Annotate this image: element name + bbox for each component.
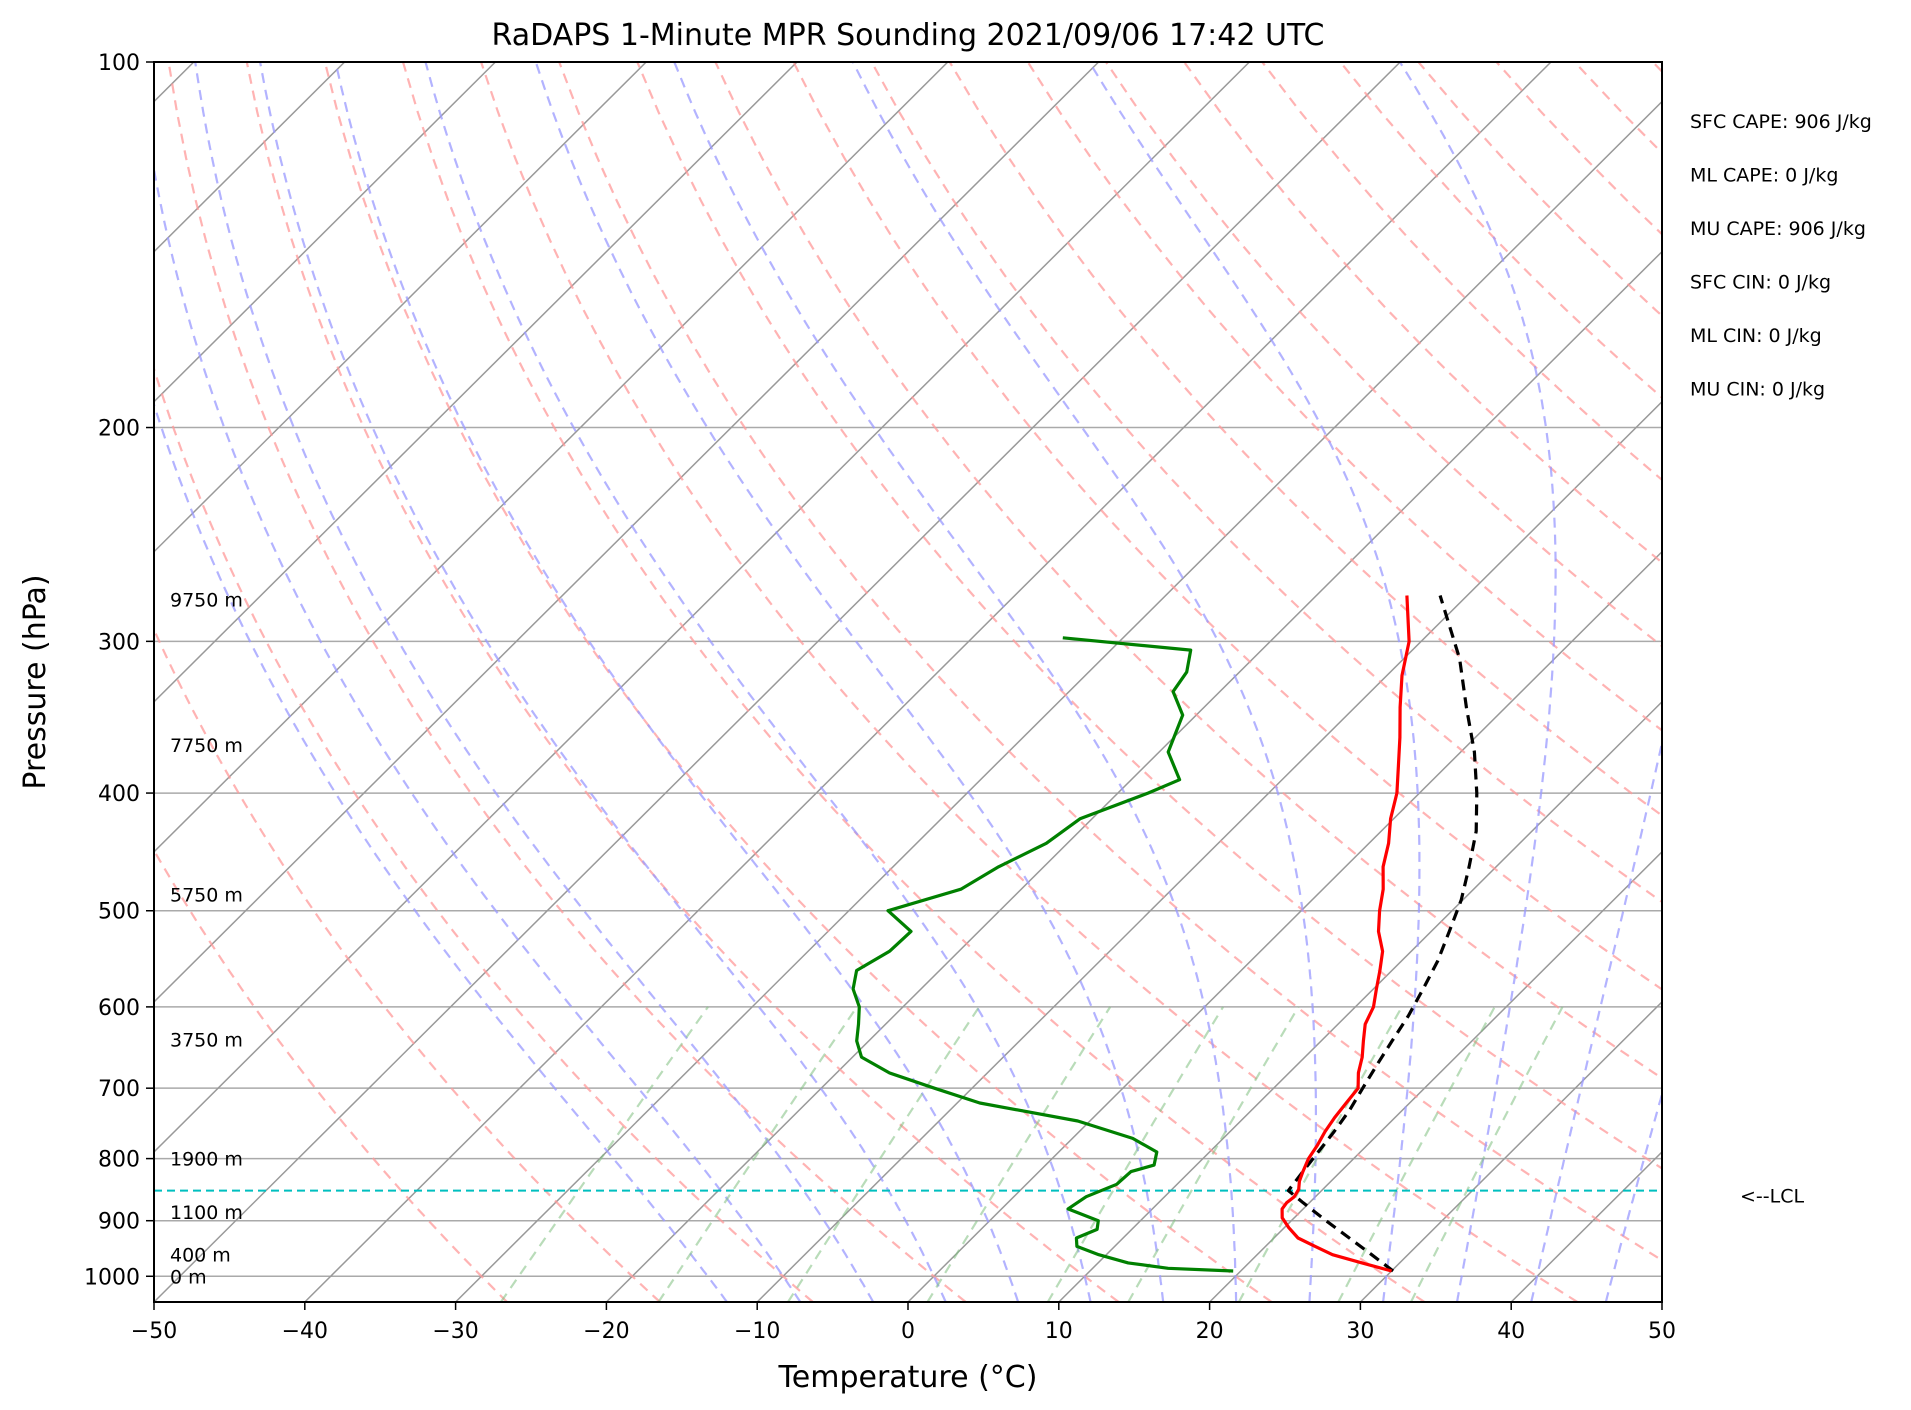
x-tick-label: 50: [1648, 1319, 1676, 1344]
x-tick-label: −20: [583, 1319, 629, 1344]
y-tick-label: 300: [98, 630, 140, 655]
stat-annotation: MU CAPE: 906 J/kg: [1690, 218, 1866, 240]
y-tick-label: 200: [98, 417, 140, 442]
x-tick-label: 0: [901, 1319, 915, 1344]
x-tick-label: 40: [1497, 1319, 1525, 1344]
height-label: 400 m: [170, 1245, 231, 1267]
y-tick-label: 900: [98, 1210, 140, 1235]
x-tick-label: −50: [131, 1319, 177, 1344]
y-axis-label: Pressure (hPa): [18, 574, 53, 789]
height-label: 9750 m: [170, 589, 243, 611]
x-tick-label: −10: [734, 1319, 780, 1344]
height-label: 1900 m: [170, 1149, 243, 1171]
x-tick-label: −30: [432, 1319, 478, 1344]
height-label: 1100 m: [170, 1202, 243, 1224]
y-tick-label: 800: [98, 1148, 140, 1173]
x-tick-label: 30: [1346, 1319, 1374, 1344]
stat-annotation: SFC CIN: 0 J/kg: [1690, 272, 1831, 294]
stat-annotation: ML CIN: 0 J/kg: [1690, 325, 1822, 347]
x-tick-label: 10: [1045, 1319, 1073, 1344]
y-tick-label: 100: [98, 51, 140, 76]
height-label: 7750 m: [170, 735, 243, 757]
stat-annotation: SFC CAPE: 906 J/kg: [1690, 111, 1872, 133]
height-label: 0 m: [170, 1266, 207, 1288]
chart-title: RaDAPS 1-Minute MPR Sounding 2021/09/06 …: [492, 18, 1325, 53]
y-tick-label: 1000: [84, 1265, 140, 1290]
y-tick-label: 400: [98, 782, 140, 807]
lcl-label: <--LCL: [1740, 1186, 1804, 1208]
height-label: 5750 m: [170, 885, 243, 907]
stat-annotation: ML CAPE: 0 J/kg: [1690, 165, 1838, 187]
stat-annotation: MU CIN: 0 J/kg: [1690, 379, 1825, 401]
height-label: 3750 m: [170, 1029, 243, 1051]
x-tick-label: −40: [282, 1319, 328, 1344]
x-axis-label: Temperature (°C): [778, 1360, 1038, 1395]
y-tick-label: 700: [98, 1077, 140, 1102]
y-tick-label: 600: [98, 996, 140, 1021]
y-tick-label: 500: [98, 900, 140, 925]
x-tick-label: 20: [1196, 1319, 1224, 1344]
